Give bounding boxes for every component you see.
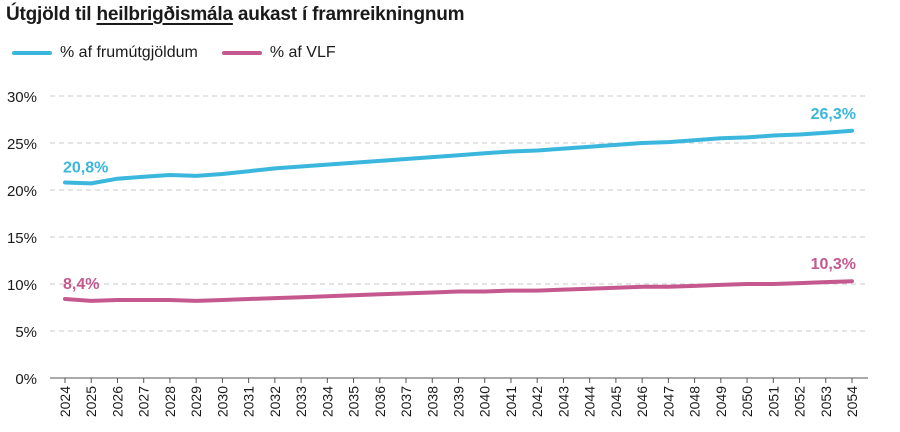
x-tick-label: 2039	[451, 386, 467, 417]
series-1-start-label: 20,8%	[63, 159, 108, 176]
x-tick-label: 2051	[765, 386, 781, 417]
y-tick-label: 15%	[7, 230, 37, 247]
x-tick-label: 2054	[844, 386, 860, 417]
series-1-end-label: 26,3%	[811, 106, 856, 123]
chart-title-prefix: Útgjöld til	[6, 4, 97, 25]
x-tick-label: 2043	[555, 386, 571, 417]
x-tick-label: 2029	[188, 386, 204, 417]
series-line-2	[63, 279, 854, 303]
x-tick-label: 2037	[398, 386, 414, 417]
x-tick-label: 2045	[608, 386, 624, 417]
chart-title: Útgjöld til heilbrigðismála aukast í fra…	[6, 4, 465, 26]
x-tick-label: 2028	[162, 386, 178, 417]
x-tick-label: 2041	[503, 386, 519, 417]
legend-swatch-frumutgjold	[12, 51, 52, 55]
x-tick-label: 2040	[477, 386, 493, 417]
x-tick-label: 2046	[634, 386, 650, 417]
x-tick-label: 2035	[346, 386, 362, 417]
x-tick-label: 2024	[57, 386, 73, 417]
x-tick-label: 2025	[83, 386, 99, 417]
x-tick-label: 2030	[214, 386, 230, 417]
y-tick-label: 25%	[7, 136, 37, 153]
legend-item-frumutgjold: % af frumútgjöldum	[12, 44, 198, 62]
legend-item-vlf: % af VLF	[221, 44, 336, 62]
legend-swatch-vlf	[221, 51, 262, 55]
x-tick-label: 2053	[818, 386, 834, 417]
x-tick-label: 2049	[713, 386, 729, 417]
x-tick-label: 2034	[319, 386, 335, 417]
x-tick-label: 2050	[739, 386, 755, 417]
chart-title-highlight: heilbrigðismála	[96, 4, 233, 25]
chart-legend: % af frumútgjöldum % af VLF	[12, 44, 360, 62]
y-tick-label: 30%	[7, 89, 37, 106]
x-tick-label: 2038	[424, 386, 440, 417]
x-tick-label: 2047	[660, 386, 676, 417]
y-tick-label: 0%	[15, 371, 37, 388]
series-2-end-label: 10,3%	[811, 256, 856, 273]
legend-label-frumutgjold: % af frumútgjöldum	[60, 44, 198, 61]
y-tick-label: 10%	[7, 277, 37, 294]
series-line-1	[63, 128, 854, 186]
x-tick-label: 2052	[792, 386, 808, 417]
x-tick-label: 2042	[529, 386, 545, 417]
legend-label-vlf: % af VLF	[269, 44, 336, 61]
x-tick-label: 2026	[109, 386, 125, 417]
series-2-start-label: 8,4%	[63, 276, 99, 293]
chart-title-suffix: aukast í framreikningnum	[232, 4, 465, 25]
x-tick-label: 2048	[687, 386, 703, 417]
x-tick-label: 2036	[372, 386, 388, 417]
y-tick-label: 20%	[7, 183, 37, 200]
x-tick-label: 2027	[136, 386, 152, 417]
x-tick-label: 2031	[241, 386, 257, 417]
y-tick-label: 5%	[15, 324, 37, 341]
x-tick-label: 2044	[582, 386, 598, 417]
x-tick-label: 2033	[293, 386, 309, 417]
x-tick-label: 2032	[267, 386, 283, 417]
